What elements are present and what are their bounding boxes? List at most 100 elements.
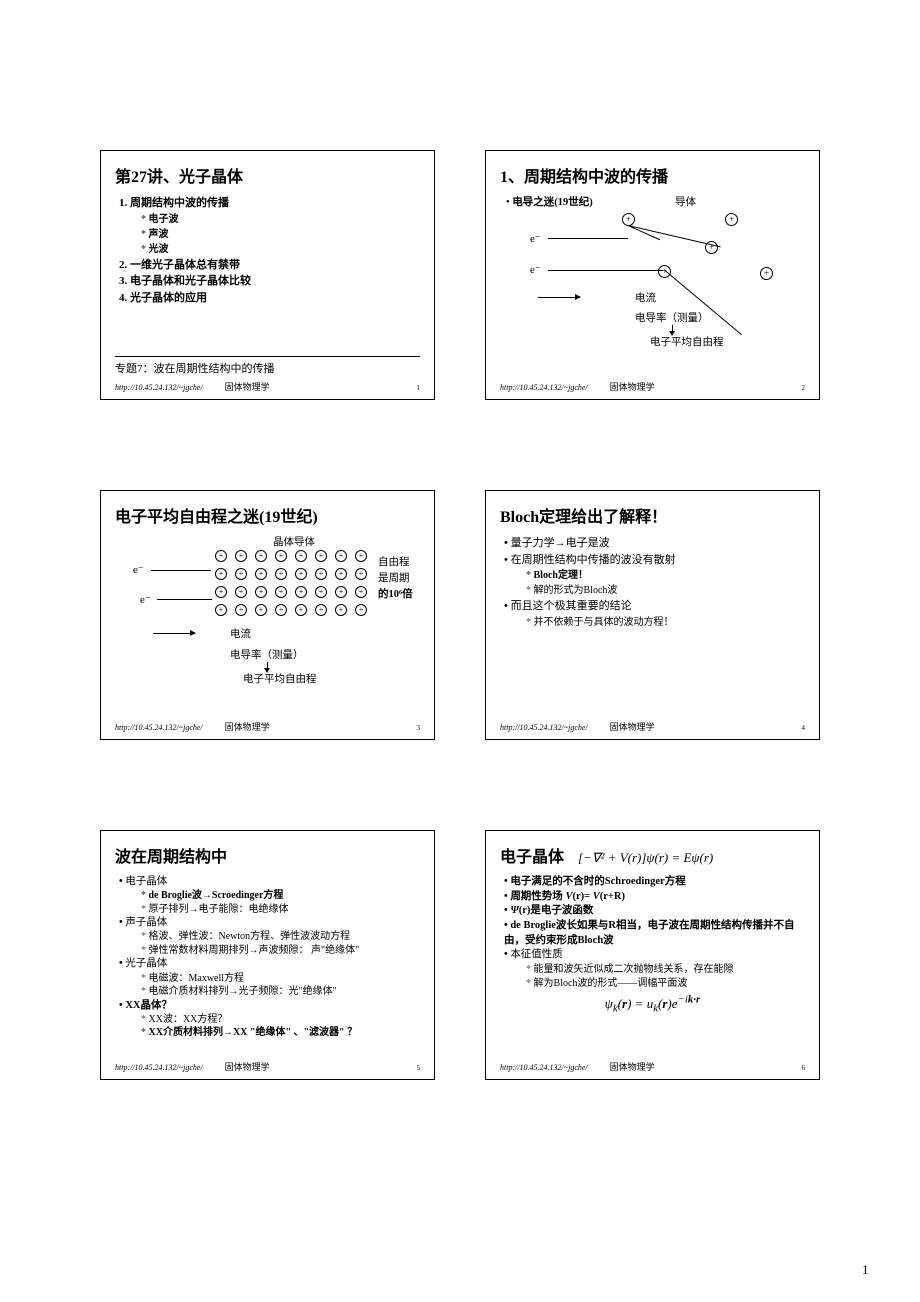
ion-icon: +	[235, 550, 247, 562]
mfp-label: 电子平均自由程	[650, 335, 724, 351]
slide-title: 电子晶体 [−∇² + V(r)]ψ(r) = Eψ(r)	[500, 843, 805, 867]
e-line	[151, 570, 211, 571]
conductor-label: 导体	[675, 195, 696, 211]
item: 声子晶体	[125, 917, 167, 928]
crystal-label: 晶体导体	[273, 535, 315, 551]
ion-icon: +	[355, 586, 367, 598]
subitem: 电磁介质材料排列→光子频隙：光"绝缘体"	[141, 985, 420, 999]
slide-number: 5	[417, 1064, 421, 1072]
electron-label: e⁻	[133, 562, 144, 579]
slide-5: 波在周期结构中 电子晶体 de Broglie波→Scroedinger方程 原…	[100, 830, 435, 1080]
slide-title: 1、周期结构中波的传播	[500, 163, 805, 187]
item: Ψ(r)是电子波函数	[504, 904, 805, 919]
subtitle: 专题7：波在周期性结构中的传播	[115, 356, 420, 376]
ion-icon: +	[235, 604, 247, 616]
slide-4: Bloch定理给出了解释！ 量子力学→电子是波 在周期性结构中传播的波没有散射 …	[485, 490, 820, 740]
ion-icon: +	[235, 568, 247, 580]
side-label: 的10⁶倍	[378, 587, 413, 603]
slide-body: 1. 周期结构中波的传播 电子波 声波 光波 2. 一维光子晶体总有禁带 3. …	[115, 195, 420, 346]
subitem: 电磁波：Maxwell方程	[141, 972, 420, 986]
slide-6: 电子晶体 [−∇² + V(r)]ψ(r) = Eψ(r) 电子满足的不含时的S…	[485, 830, 820, 1080]
slide-footer: http://10.45.24.132/~jgche/ 固体物理学 2	[500, 376, 805, 393]
ion-icon: +	[725, 213, 738, 226]
subitem: 电子波	[141, 212, 420, 227]
subitem: 解为Bloch波的形式——调幅平面波	[526, 977, 805, 991]
subitem: 格波、弹性波：Newton方程、弹性波波动方程	[141, 930, 420, 944]
ion-icon: +	[255, 568, 267, 580]
item: 在周期性结构中传播的波没有散射	[511, 554, 676, 566]
subitem: Bloch定理！	[526, 568, 805, 583]
footer-course: 固体物理学	[225, 380, 270, 393]
slide-footer: http://10.45.24.132/~jgche/ 固体物理学 1	[115, 376, 420, 393]
diagram-heading: • 电导之迷(19世纪)	[506, 195, 593, 211]
ion-icon: +	[235, 586, 247, 598]
side-label: 是周期	[378, 571, 410, 587]
slide-title: 第27讲、光子晶体	[115, 163, 420, 187]
slide-2: 1、周期结构中波的传播 • 电导之迷(19世纪) 导体 + + + + + e⁻…	[485, 150, 820, 400]
subitem: 并不依赖于与具体的波动方程！	[526, 615, 805, 630]
current-label: 电流	[230, 627, 251, 643]
diagram: • 电导之迷(19世纪) 导体 + + + + + e⁻ e⁻ 电流 电导率（测…	[500, 195, 805, 376]
subitem: XX波：XX方程？	[141, 1013, 420, 1027]
slide-3: 电子平均自由程之迷(19世纪) 晶体导体 + + + + + + + + + + + + + + + + + + +…	[100, 490, 435, 740]
slide-body: 量子力学→电子是波 在周期性结构中传播的波没有散射 Bloch定理！ 解的形式为…	[500, 535, 805, 716]
ion-icon: +	[335, 604, 347, 616]
item: 电子晶体	[125, 876, 167, 887]
item: 而且这个极其重要的结论	[511, 600, 632, 612]
item: 本征值性质	[510, 949, 563, 960]
ion-icon: +	[255, 550, 267, 562]
ion-icon: +	[215, 604, 227, 616]
ion-icon: +	[315, 568, 327, 580]
ion-icon: +	[275, 586, 287, 598]
item: 量子力学→电子是波	[504, 535, 805, 552]
item: de Broglie波长如果与R相当，电子波在周期性结构传播并不自由，受约束形成…	[504, 919, 805, 948]
footer-url: http://10.45.24.132/~jgche/	[115, 383, 203, 392]
slide-body: 电子晶体 de Broglie波→Scroedinger方程 原子排列→电子能隙…	[115, 875, 420, 1056]
slide-title: 电子平均自由程之迷(19世纪)	[115, 503, 420, 527]
title-equation: [−∇² + V(r)]ψ(r) = Eψ(r)	[578, 850, 713, 865]
ion-icon: +	[255, 586, 267, 598]
subitem: de Broglie波→Scroedinger方程	[141, 889, 420, 903]
slide-number: 4	[802, 724, 806, 732]
ion-icon: +	[275, 550, 287, 562]
slide-title: Bloch定理给出了解释！	[500, 503, 805, 527]
slide-footer: http://10.45.24.132/~jgche/ 固体物理学 3	[115, 716, 420, 733]
ion-icon: +	[295, 604, 307, 616]
ion-icon: +	[335, 568, 347, 580]
slide-title: 波在周期结构中	[115, 843, 420, 867]
ion-icon: +	[335, 586, 347, 598]
side-label: 自由程	[378, 555, 410, 571]
slide-grid: 第27讲、光子晶体 1. 周期结构中波的传播 电子波 声波 光波 2. 一维光子…	[100, 150, 820, 1080]
equation: ψk(r) = uk(r)e−ik·r	[605, 996, 700, 1011]
current-arrow	[153, 633, 195, 634]
subitem: 声波	[141, 227, 420, 242]
subitem: 光波	[141, 242, 420, 257]
ion-icon: +	[295, 550, 307, 562]
item: XX晶体？	[125, 1000, 172, 1011]
footer-course: 固体物理学	[225, 720, 270, 733]
ion-icon: +	[295, 586, 307, 598]
slide-number: 3	[417, 724, 421, 732]
electron-label: e⁻	[530, 231, 541, 248]
ion-icon: +	[315, 586, 327, 598]
ion-icon: +	[275, 568, 287, 580]
item: 1. 周期结构中波的传播	[119, 197, 229, 209]
subitem: 弹性常数材料周期排列→声波频隙： 声"绝缘体"	[141, 944, 420, 958]
footer-course: 固体物理学	[225, 1060, 270, 1073]
ion-icon: +	[255, 604, 267, 616]
item: 周期性势场 V(r)= V(r+R)	[504, 890, 805, 905]
slide-number: 2	[802, 384, 806, 392]
subitem: 能量和波矢近似成二次抛物线关系，存在能隙	[526, 963, 805, 977]
slide-body: 电子满足的不含时的Schroedinger方程 周期性势场 V(r)= V(r+…	[500, 875, 805, 1056]
footer-url: http://10.45.24.132/~jgche/	[500, 383, 588, 392]
electron-label: e⁻	[140, 592, 151, 609]
current-arrow	[538, 297, 580, 298]
slide-1: 第27讲、光子晶体 1. 周期结构中波的传播 电子波 声波 光波 2. 一维光子…	[100, 150, 435, 400]
item: 3. 电子晶体和光子晶体比较	[119, 273, 420, 290]
ion-icon: +	[215, 586, 227, 598]
footer-course: 固体物理学	[610, 1060, 655, 1073]
current-label: 电流	[635, 291, 656, 307]
footer-url: http://10.45.24.132/~jgche/	[500, 1063, 588, 1072]
ion-icon: +	[215, 568, 227, 580]
item: 光子晶体	[125, 958, 167, 969]
